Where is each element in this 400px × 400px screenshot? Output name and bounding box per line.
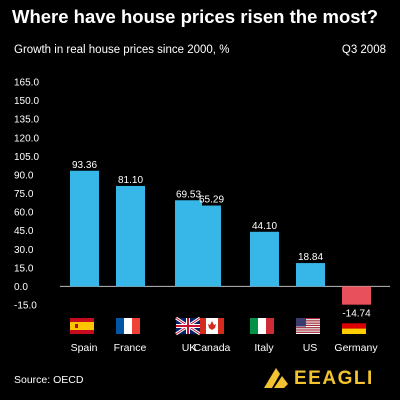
us-flag <box>296 318 320 334</box>
category-label: Germany <box>334 342 378 354</box>
data-label: 18.84 <box>298 252 323 263</box>
category-label: France <box>114 342 147 354</box>
bar-italy <box>250 231 279 287</box>
y-tick-label: -15.0 <box>14 301 37 312</box>
source-note: Source: OECD <box>14 374 84 386</box>
y-tick-label: 120.0 <box>14 133 39 144</box>
brand-name: EEAGLI <box>294 368 374 389</box>
bar-spain <box>70 170 99 287</box>
bar-canada <box>202 205 221 287</box>
chart-subtitle: Growth in real house prices since 2000, … <box>14 44 230 56</box>
y-tick-label: 90.0 <box>14 170 34 181</box>
eagle-icon <box>264 368 288 388</box>
bar-germany <box>342 286 371 305</box>
y-tick-label: 75.0 <box>14 189 34 200</box>
category-label: Canada <box>194 342 231 354</box>
chart-title: Where have house prices risen the most? <box>12 6 378 27</box>
bar-uk <box>175 200 202 287</box>
data-label: 93.36 <box>72 160 97 171</box>
y-tick-label: 60.0 <box>14 208 34 219</box>
canada-flag <box>200 318 224 334</box>
data-label: 65.29 <box>199 195 224 206</box>
category-label: Italy <box>254 342 274 354</box>
bar-us <box>296 263 325 287</box>
y-tick-label: 135.0 <box>14 115 39 126</box>
period-label: Q3 2008 <box>341 44 386 56</box>
category-label: UK <box>182 342 197 354</box>
france-flag <box>116 318 140 334</box>
data-label: 44.10 <box>252 221 277 232</box>
category-label: US <box>303 342 318 354</box>
italy-flag <box>250 318 274 334</box>
bar-france <box>116 185 145 287</box>
y-tick-label: 30.0 <box>14 245 34 256</box>
spain-flag <box>70 318 94 334</box>
germany-flag <box>342 318 366 334</box>
brand-logo: EEAGLI <box>262 364 392 392</box>
y-tick-label: 150.0 <box>14 96 39 107</box>
y-tick-label: 165.0 <box>14 78 39 89</box>
y-tick-label: 105.0 <box>14 152 39 163</box>
data-label: -14.74 <box>342 309 371 320</box>
uk-flag <box>175 316 201 336</box>
data-label: 81.10 <box>118 175 143 186</box>
y-tick-label: 15.0 <box>14 263 34 274</box>
category-label: Spain <box>71 342 98 354</box>
y-tick-label: 45.0 <box>14 226 34 237</box>
y-tick-label: 0.0 <box>14 282 28 293</box>
data-label: 69.53 <box>176 189 201 200</box>
